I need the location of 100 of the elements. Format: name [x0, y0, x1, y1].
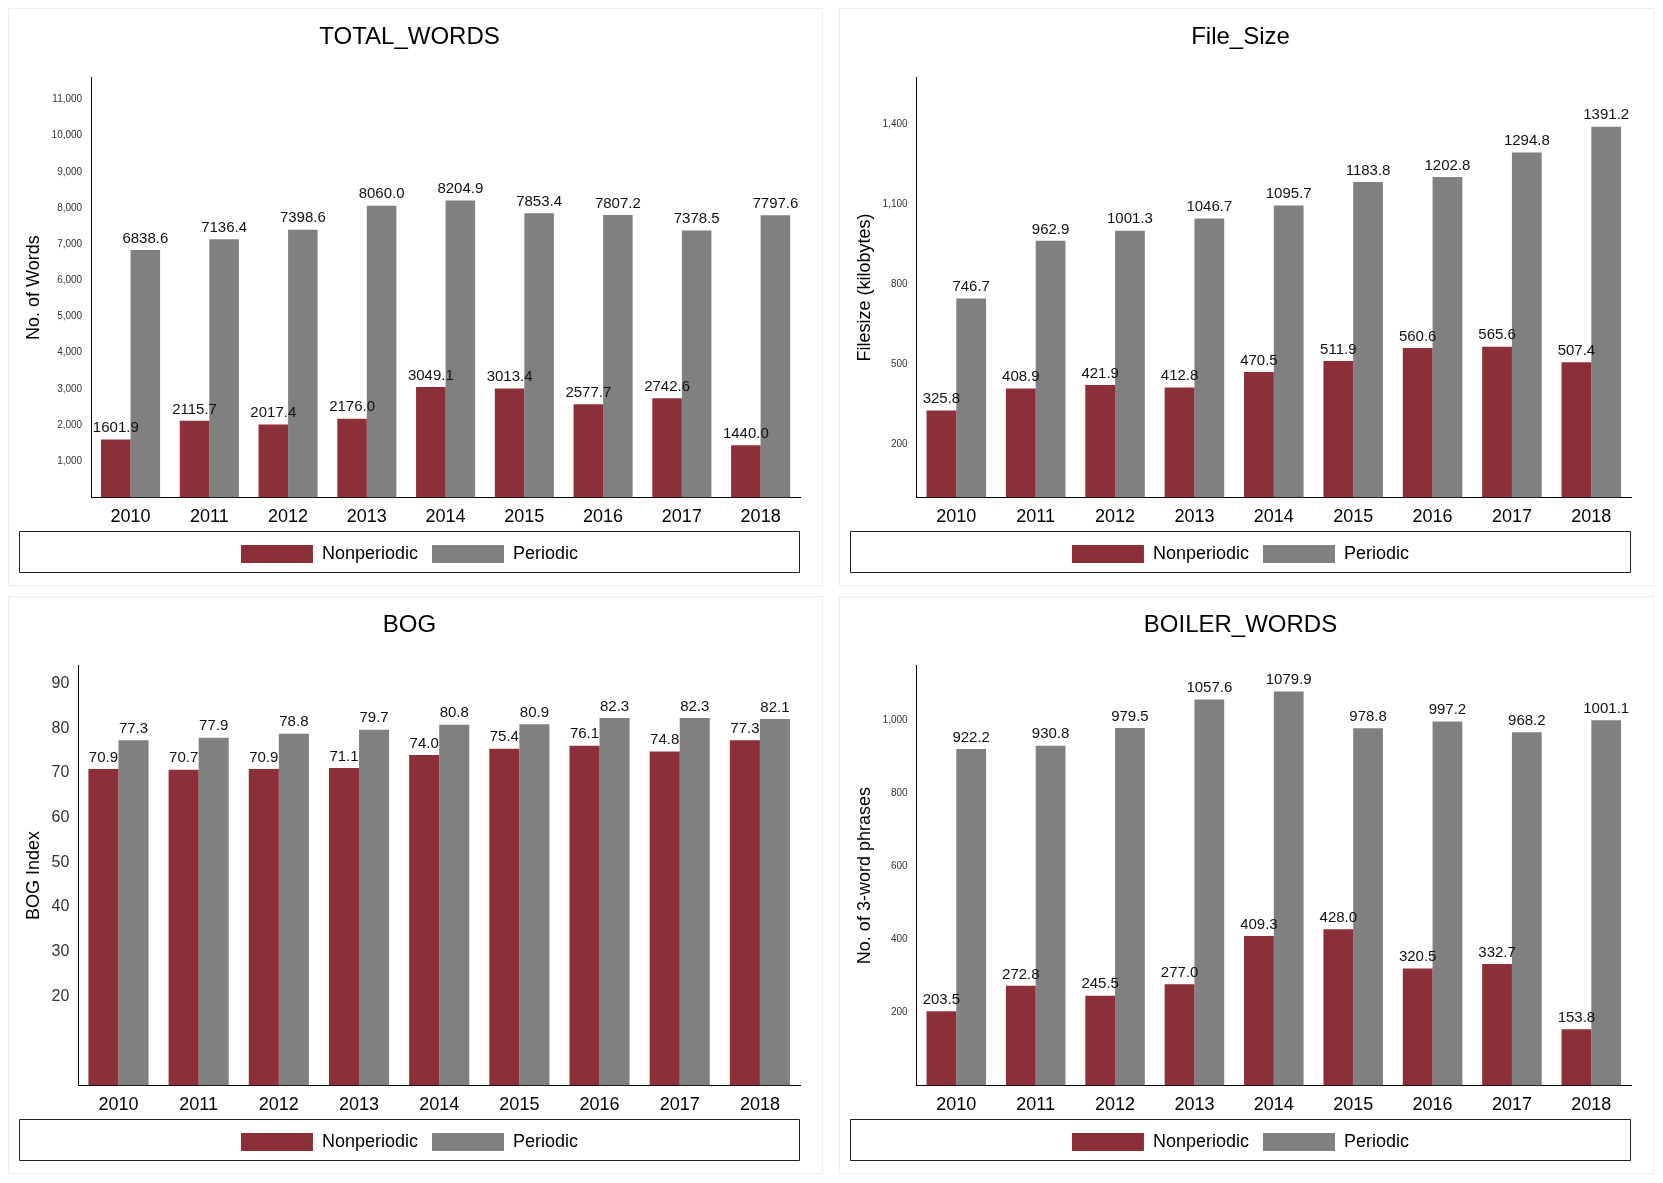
y-tick-label: 200: [890, 1006, 909, 1018]
data-label: 76.1: [569, 724, 600, 742]
data-label: 746.7: [952, 277, 990, 295]
data-label: 1202.8: [1424, 155, 1471, 173]
x-tick-label: 2016: [583, 506, 624, 527]
bar: [926, 1011, 957, 1086]
data-label: 245.5: [1081, 974, 1119, 992]
data-label: 421.9: [1081, 363, 1119, 381]
bar: [1244, 936, 1274, 1086]
y-tick-label: 30: [51, 941, 70, 959]
data-label: 962.9: [1031, 219, 1070, 237]
bar: [328, 768, 360, 1086]
data-label: 1183.8: [1345, 160, 1391, 178]
data-label: 74.0: [409, 733, 439, 751]
data-label: 3013.4: [486, 367, 533, 385]
data-label: 2115.7: [172, 399, 217, 417]
chart-title: BOILER_WORDS: [1143, 610, 1338, 638]
bar: [1005, 985, 1036, 1086]
x-tick-label: 2018: [1571, 1094, 1612, 1115]
data-label: 71.1: [329, 746, 359, 764]
x-tick-label: 2011: [1016, 1094, 1056, 1115]
data-label: 82.1: [760, 697, 790, 715]
bar: [168, 769, 199, 1086]
x-tick-label: 2018: [740, 506, 781, 527]
data-label: 1046.7: [1186, 197, 1233, 215]
data-label: 77.3: [730, 718, 760, 736]
y-tick-label: 600: [890, 860, 909, 872]
x-tick-label: 2018: [739, 1094, 780, 1115]
x-tick-label: 2016: [579, 1094, 620, 1115]
y-tick-label: 1,100: [882, 198, 909, 210]
data-label: 1440.0: [722, 423, 769, 441]
y-tick-label: 50: [51, 852, 70, 870]
data-label: 75.4: [489, 727, 519, 745]
y-tick-label: 6,000: [57, 274, 83, 286]
x-tick-label: 2017: [661, 506, 702, 527]
x-tick-label: 2017: [1491, 506, 1532, 527]
data-label: 6838.6: [122, 228, 169, 246]
data-label: 203.5: [922, 989, 961, 1007]
bar: [179, 420, 210, 498]
data-label: 470.5: [1240, 350, 1278, 368]
x-tick-label: 2012: [268, 506, 309, 527]
y-tick-label: 200: [890, 437, 909, 449]
data-label: 2176.0: [329, 397, 376, 415]
data-label: 325.8: [922, 389, 961, 407]
y-tick-label: 500: [890, 357, 909, 369]
y-tick-label: 400: [890, 933, 909, 945]
y-tick-label: 7,000: [57, 237, 83, 249]
data-label: 2742.6: [644, 376, 691, 394]
data-label: 277.0: [1160, 962, 1199, 980]
data-label: 978.8: [1349, 706, 1387, 724]
data-label: 1001.1: [1583, 698, 1630, 716]
bar: [926, 410, 957, 498]
bar: [573, 404, 604, 498]
bar: [1005, 388, 1036, 498]
y-tick-label: 4,000: [57, 346, 83, 358]
x-tick-label: 2013: [1174, 1094, 1215, 1115]
data-label: 82.3: [680, 696, 710, 714]
y-axis-title: No. of 3-word phrases: [853, 787, 874, 965]
data-label: 7378.5: [673, 209, 720, 227]
data-label: 930.8: [1031, 724, 1070, 742]
x-tick-label: 2018: [1571, 506, 1612, 527]
data-label: 997.2: [1428, 700, 1467, 718]
bar: [494, 388, 525, 498]
bar: [569, 745, 600, 1086]
y-tick-label: 60: [51, 807, 70, 825]
x-tick-label: 2017: [1491, 1094, 1532, 1115]
y-tick-label: 1,000: [57, 454, 83, 466]
y-tick-label: 9,000: [57, 165, 83, 177]
data-label: 412.8: [1160, 366, 1199, 384]
x-tick-label: 2013: [346, 506, 387, 527]
bar: [1561, 1029, 1592, 1086]
bar: [599, 718, 630, 1086]
x-tick-label: 2013: [339, 1094, 380, 1115]
y-tick-label: 1,000: [882, 714, 909, 726]
x-tick-label: 2012: [1095, 1094, 1136, 1115]
data-label: 7807.2: [594, 193, 641, 211]
x-tick-label: 2014: [419, 1094, 460, 1115]
x-tick-label: 2015: [1333, 1094, 1374, 1115]
bar: [101, 439, 131, 498]
data-label: 408.9: [1002, 367, 1040, 385]
data-label: 979.5: [1111, 706, 1149, 724]
data-label: 507.4: [1557, 340, 1596, 358]
chart-title: File_Size: [1191, 22, 1290, 50]
x-tick-label: 2010: [110, 506, 151, 527]
data-label: 511.9: [1320, 339, 1357, 357]
bar: [1402, 348, 1433, 498]
data-label: 7797.6: [752, 193, 799, 211]
bar: [649, 751, 680, 1086]
y-tick-label: 40: [51, 897, 70, 915]
legend-label: Nonperiodic: [1152, 1130, 1250, 1151]
bar: [258, 424, 289, 498]
data-label: 1079.9: [1265, 670, 1312, 688]
legend-label: Nonperiodic: [321, 542, 419, 563]
x-tick-label: 2017: [659, 1094, 700, 1115]
chart-title: BOG: [382, 610, 437, 638]
y-axis-title: BOG Index: [22, 831, 43, 921]
y-tick-label: 10,000: [51, 129, 83, 141]
data-label: 7398.6: [279, 208, 326, 226]
data-label: 79.7: [359, 708, 389, 726]
legend-label: Periodic: [1344, 542, 1410, 563]
